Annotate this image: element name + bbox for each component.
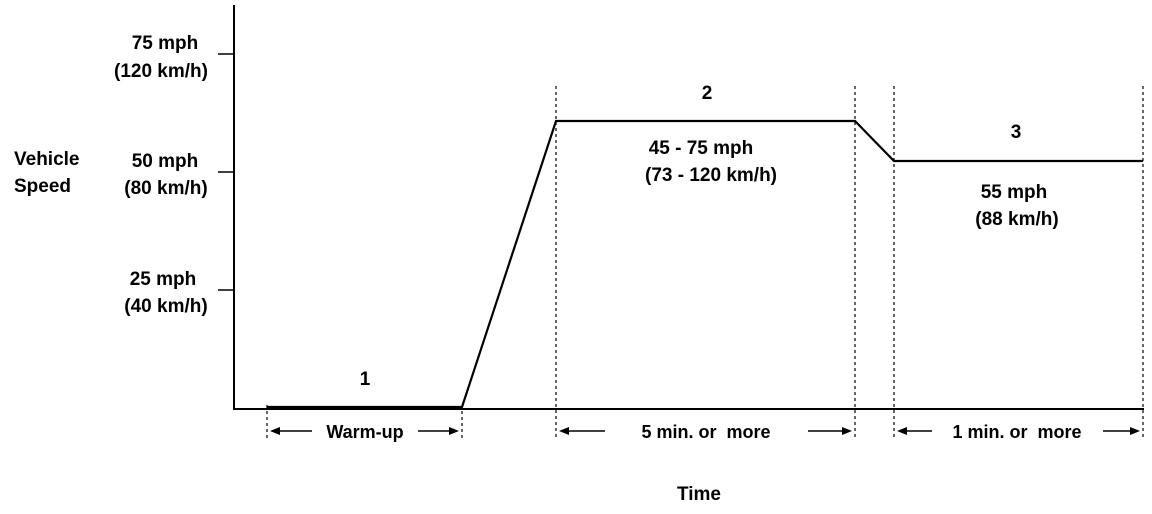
arrow-head-right-icon [1130,427,1140,435]
y-tick-label-75-kmh: (120 km/h) [114,61,208,82]
y-axis-title-line-2: Speed [14,176,71,197]
y-tick-label-25-kmh: (40 km/h) [124,296,207,317]
warmup-duration-arrow [270,427,459,435]
phase-2-duration-label: 5 min. or more [641,422,770,442]
phase-3-duration-arrow [897,427,1140,435]
speed-profile-line [267,119,1143,409]
phase-3-number: 3 [1011,122,1022,143]
phase-2-speed-kmh: (73 - 120 km/h) [645,165,777,186]
y-axis-title-line-1: Vehicle [14,149,80,170]
y-tick-label-25-mph: 25 mph [130,269,197,290]
y-tick-label-50-mph: 50 mph [132,151,199,172]
phase-3-speed-kmh: (88 km/h) [975,209,1058,230]
arrow-head-left-icon [559,427,569,435]
y-tick-label-75-mph: 75 mph [132,33,199,54]
warmup-duration-label: Warm-up [326,422,403,442]
phase-2-speed-mph: 45 - 75 mph [649,138,754,159]
x-axis-title: Time [677,484,721,505]
phase-3-speed-mph: 55 mph [981,182,1048,203]
phase-2-number: 2 [702,83,713,104]
arrow-head-left-icon [897,427,907,435]
phase-boundaries [266,86,1144,440]
arrow-head-left-icon [270,427,280,435]
phase-1-number: 1 [360,369,371,390]
y-tick-label-50-kmh: (80 km/h) [124,178,207,199]
phase-3-duration-label: 1 min. or more [952,422,1081,442]
phase-2-duration-arrow [559,427,852,435]
arrow-head-right-icon [449,427,459,435]
arrow-head-right-icon [842,427,852,435]
